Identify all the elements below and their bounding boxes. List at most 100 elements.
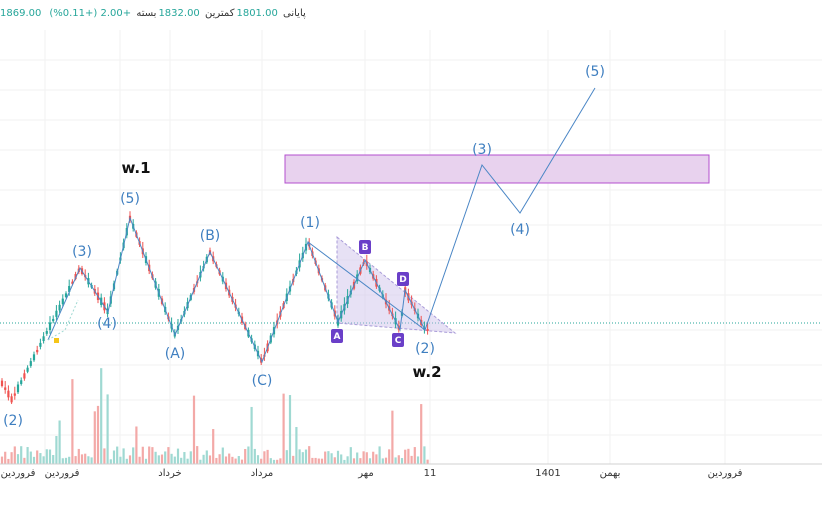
volume-bar — [324, 451, 327, 464]
volume-bar — [58, 420, 61, 464]
wave-label-3: (5) — [120, 191, 140, 207]
volume-bar — [36, 450, 39, 464]
candle-body — [64, 293, 68, 297]
x-tick-label-1: فروردین — [45, 468, 80, 479]
volume-bar — [183, 452, 186, 464]
volume-bar — [304, 449, 308, 464]
volume-bar — [340, 454, 343, 464]
volume-bar — [20, 446, 23, 464]
volume-bar — [138, 456, 141, 464]
volume-bar — [416, 456, 420, 464]
volume-bar — [269, 458, 272, 464]
volume-bar — [71, 379, 74, 464]
candle-body — [0, 380, 4, 387]
candle-body — [426, 328, 429, 332]
x-axis-labels: فروردین فروردین خرداد مرداد مهر 11 1401 بهمن فرو… — [1, 468, 743, 479]
wave-line-1 — [424, 87, 596, 331]
volume-bar — [266, 449, 269, 464]
candle-body — [48, 322, 52, 331]
volume-bar — [381, 458, 384, 464]
volume-bar — [330, 453, 333, 464]
volume-bar — [192, 395, 196, 464]
volume-bar — [375, 454, 378, 464]
volume-bar — [68, 456, 71, 464]
wave-label-10: (4) — [510, 222, 530, 238]
candle-body — [16, 384, 20, 393]
candle-body — [29, 361, 32, 366]
wave-label-0: (2) — [3, 413, 23, 429]
x-tick-label-6: 1401 — [535, 468, 560, 479]
volume-bar — [247, 446, 250, 464]
point-badge-C — [392, 333, 404, 347]
candle-body — [45, 331, 48, 334]
volume-bar — [295, 427, 298, 464]
signal-marker — [54, 338, 59, 343]
volume-bar — [404, 449, 407, 464]
wave-label-5: (B) — [200, 228, 221, 244]
volume-bar — [349, 447, 352, 464]
volume-bar — [7, 458, 10, 464]
candle-body — [10, 396, 13, 403]
volume-bar — [215, 457, 218, 464]
volume-bar — [308, 446, 311, 464]
volume-bar — [420, 404, 423, 464]
wave-label-6: (C) — [252, 373, 273, 389]
wave-label-7: (1) — [300, 215, 320, 231]
point-label-D: D — [399, 275, 406, 285]
candle-body — [20, 380, 23, 384]
volume-bar — [100, 368, 103, 464]
volume-bar — [112, 450, 116, 464]
volume-bar — [48, 449, 52, 464]
volume-bar — [301, 452, 304, 464]
volume-bar — [109, 459, 112, 464]
grid — [0, 30, 822, 464]
volume-bar — [231, 456, 234, 464]
volume-bar — [29, 451, 32, 464]
volume-bar — [132, 447, 135, 464]
wave-line-2 — [307, 241, 426, 331]
volume-bar — [410, 455, 413, 464]
wave-line-0 — [47, 216, 426, 364]
volume-bar — [151, 447, 154, 464]
volume-bar — [285, 450, 288, 464]
volume-bar — [52, 454, 55, 464]
candle-body — [39, 342, 42, 347]
wave-label-9: (3) — [472, 142, 492, 158]
volume-bar — [352, 458, 356, 464]
volume-bar — [343, 459, 346, 464]
point-badge-B — [359, 240, 371, 254]
volume-bar — [205, 450, 208, 464]
candle-body — [7, 390, 10, 398]
annotation-0: w.1 — [121, 159, 150, 177]
volume-bar — [122, 448, 125, 464]
volume-bar — [298, 449, 301, 464]
volume-bar — [292, 455, 295, 464]
ohlc-legend: 1869.00 پایانی 1801.00کمترین 1832.00بسته … — [0, 8, 308, 19]
volume-bar — [23, 457, 26, 464]
volume-bar — [208, 455, 212, 464]
wave-label-2: (4) — [97, 316, 117, 332]
candle-body — [52, 318, 55, 322]
volume-bar — [77, 448, 80, 464]
volume-bar — [250, 406, 253, 464]
change-value: +2.00 (+0.11%) — [49, 8, 132, 19]
wave-guide — [47, 299, 79, 341]
volume-bar — [400, 458, 404, 464]
volume-bar — [244, 448, 247, 464]
volume-bar — [180, 457, 183, 464]
volume-bar — [87, 456, 90, 464]
volume-bar — [64, 457, 68, 464]
candle-body — [13, 393, 16, 396]
volume-bar — [4, 451, 7, 464]
x-tick-label-8: فروردین — [708, 468, 743, 479]
volume-bar — [423, 446, 426, 464]
candle-body — [71, 281, 74, 284]
volume-bar — [39, 453, 42, 464]
x-tick-label-5: 11 — [424, 468, 437, 479]
volume-bar — [356, 452, 359, 464]
volume-bar — [263, 451, 266, 464]
volume-bar — [314, 457, 317, 464]
volume-bar — [279, 458, 282, 464]
volume-bar — [154, 451, 157, 464]
